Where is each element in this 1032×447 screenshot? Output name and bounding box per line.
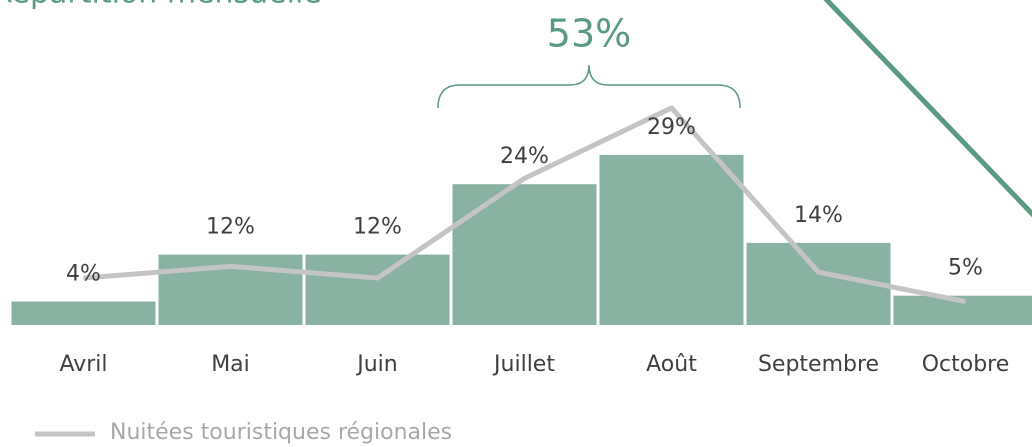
annotation: 53% <box>547 12 631 56</box>
x-tick-label: Octobre <box>922 352 1010 377</box>
bar <box>11 301 156 325</box>
line-series <box>83 105 966 304</box>
x-tick-label: Avril <box>59 352 107 377</box>
x-tick-label: Mai <box>211 352 250 377</box>
data-label: 4% <box>66 262 101 287</box>
data-label: 14% <box>794 203 843 228</box>
data-label: 12% <box>206 215 255 240</box>
x-tick-label: Août <box>646 352 697 377</box>
x-tick-label: Juin <box>355 352 398 377</box>
chart-title: Répartition mensuelle <box>0 0 322 11</box>
data-label: 12% <box>353 215 402 240</box>
data-label: 29% <box>647 115 696 140</box>
bar <box>452 184 597 325</box>
bar <box>599 154 744 325</box>
data-label: 5% <box>948 256 983 281</box>
x-tick-label: Juillet <box>492 352 555 377</box>
decorative-line <box>823 0 1032 218</box>
legend-label: Nuitées touristiques régionales <box>110 420 452 445</box>
bracket <box>437 64 741 109</box>
x-tick-label: Septembre <box>758 352 879 377</box>
bar <box>305 254 450 325</box>
data-label: 24% <box>500 144 549 169</box>
